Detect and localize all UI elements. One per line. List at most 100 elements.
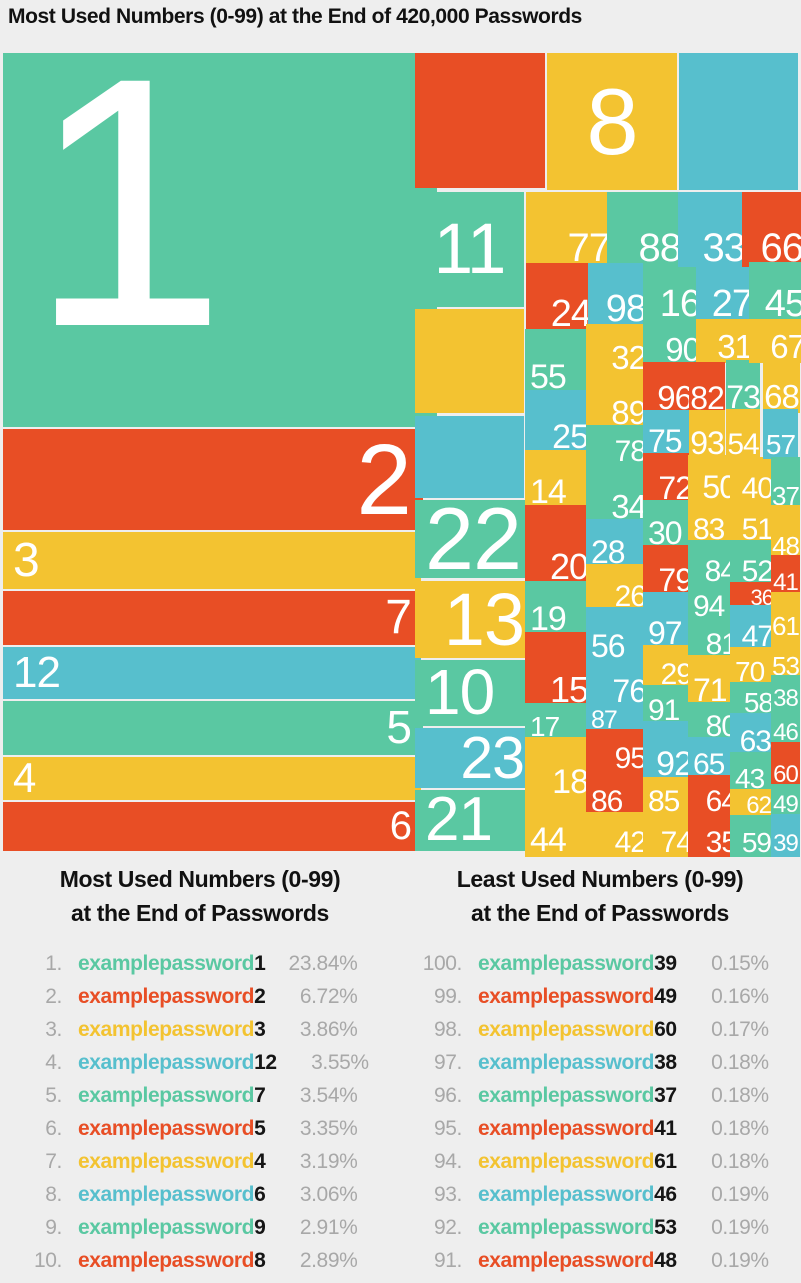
row-percent: 3.86% <box>299 1018 358 1041</box>
list-row: 100. examplepassword39 0.15% <box>400 952 800 985</box>
treemap-cell-label: 88 <box>638 225 682 270</box>
password-number: 39 <box>654 952 677 975</box>
most-used-heading-line1: Most Used Numbers (0-99) <box>59 866 341 892</box>
treemap-cell-label: 14 <box>530 473 567 512</box>
treemap-cell-60: 60 <box>771 742 800 788</box>
list-row: 95. examplepassword41 0.18% <box>400 1117 800 1150</box>
treemap-cell-54: 54 <box>726 409 760 459</box>
most-used-heading-line2: at the End of Passwords <box>71 900 329 926</box>
treemap-cell-label: 19 <box>530 600 567 639</box>
treemap-cell-label: 52 <box>741 554 774 588</box>
treemap-cell-36: 36 <box>730 582 778 609</box>
password-number: 6 <box>254 1183 266 1206</box>
row-rank: 4. <box>45 1051 62 1074</box>
password-prefix: examplepassword <box>478 1249 655 1272</box>
row-rank: 96. <box>434 1084 462 1107</box>
row-rank: 93. <box>434 1183 462 1206</box>
password-number: 48 <box>654 1249 677 1272</box>
treemap-cell-44: 44 <box>525 795 593 857</box>
row-rank: 2. <box>45 985 62 1008</box>
password-prefix: examplepassword <box>78 952 255 975</box>
password-number: 4 <box>254 1150 266 1173</box>
row-password: examplepassword39 <box>462 952 677 976</box>
row-rank: 1. <box>45 952 62 975</box>
treemap-cell-2: 2 <box>3 429 423 530</box>
treemap-cell-5: 5 <box>3 701 423 755</box>
row-rank: 97. <box>434 1051 462 1074</box>
treemap-cell-6: 6 <box>3 802 423 851</box>
treemap-cell-12: 12 <box>3 647 421 699</box>
list-row: 99. examplepassword49 0.16% <box>400 985 800 1018</box>
treemap-cell-label: 10 <box>425 656 495 729</box>
treemap-cell-10: 10 <box>415 660 534 726</box>
row-rank: 100. <box>422 952 463 975</box>
treemap-cell-55: 55 <box>525 329 593 394</box>
least-used-rows: 100. examplepassword39 0.15% 99. examplepass… <box>400 952 800 1282</box>
treemap-cell-56: 56 <box>586 607 651 662</box>
treemap-cell-label: 12 <box>13 647 61 697</box>
list-row: 98. examplepassword60 0.17% <box>400 1018 800 1051</box>
treemap-cell-label: 7 <box>385 591 412 645</box>
treemap-cell-label: 65 <box>693 747 725 781</box>
treemap-cell-label: 59 <box>741 827 772 859</box>
password-number: 1 <box>254 952 266 975</box>
treemap-cell-label: 29 <box>660 657 693 691</box>
treemap-cell-label: 91 <box>648 693 680 727</box>
password-prefix: examplepassword <box>478 952 655 975</box>
treemap-cell-label: 34 <box>611 488 647 526</box>
treemap-cell-82: 82 <box>689 362 725 414</box>
row-percent: 0.19% <box>711 1216 769 1239</box>
treemap-cell-31: 31 <box>696 319 757 363</box>
treemap-cell-42: 42 <box>586 812 651 857</box>
row-password: examplepassword2 <box>62 985 266 1009</box>
treemap-cell-label: 77 <box>567 225 611 270</box>
treemap-cell-89: 89 <box>586 370 651 429</box>
treemap-cell-label: 63 <box>739 724 772 758</box>
treemap-cell-unlabeled <box>415 309 524 413</box>
treemap-cell-label: 76 <box>612 673 647 710</box>
password-prefix: examplepassword <box>78 1249 255 1272</box>
treemap-cell-47: 47 <box>730 605 778 651</box>
treemap-cell-label: 68 <box>764 378 800 416</box>
treemap-cell-label: 98 <box>605 288 647 331</box>
row-password: examplepassword3 <box>62 1018 266 1042</box>
most-used-heading: Most Used Numbers (0-99) at the End of P… <box>0 862 400 930</box>
treemap-cell-90: 90 <box>643 319 705 366</box>
row-rank: 7. <box>45 1150 62 1173</box>
password-number: 41 <box>654 1117 677 1140</box>
treemap-cell-label: 66 <box>760 225 801 270</box>
treemap-cell-38: 38 <box>771 675 800 712</box>
treemap-cell-40: 40 <box>730 457 778 503</box>
treemap-cell-13: 13 <box>415 581 536 658</box>
treemap-cell-label: 24 <box>550 293 592 336</box>
treemap-cell-37: 37 <box>771 457 800 509</box>
treemap-cell-58: 58 <box>730 682 778 717</box>
treemap-cell-label: 73 <box>726 379 761 416</box>
treemap-cell-32: 32 <box>586 324 651 374</box>
treemap-cell-28: 28 <box>586 519 651 568</box>
password-prefix: examplepassword <box>478 985 655 1008</box>
treemap-cell-label: 22 <box>425 488 522 588</box>
row-percent: 0.19% <box>711 1249 769 1272</box>
treemap-cell-label: 38 <box>773 685 799 713</box>
treemap-cell-49: 49 <box>771 784 800 818</box>
row-percent: 3.54% <box>299 1084 358 1107</box>
row-percent: 0.19% <box>711 1183 769 1206</box>
row-password: examplepassword41 <box>462 1117 677 1141</box>
row-password: examplepassword49 <box>462 985 677 1009</box>
treemap-cell-label: 13 <box>443 577 525 661</box>
treemap-cell-label: 42 <box>614 825 647 859</box>
row-rank: 91. <box>434 1249 462 1272</box>
treemap-cell-label: 45 <box>764 283 801 326</box>
row-password: examplepassword53 <box>462 1216 677 1240</box>
row-password: examplepassword9 <box>62 1216 266 1240</box>
row-password: examplepassword4 <box>62 1150 266 1174</box>
treemap-cell-label: 60 <box>773 761 799 789</box>
list-row: 4. examplepassword12 3.55% <box>0 1051 400 1084</box>
treemap-cell-87: 87 <box>586 703 651 733</box>
row-password: examplepassword6 <box>62 1183 266 1207</box>
treemap-cell-label: 62 <box>746 792 772 820</box>
treemap-cell-label: 39 <box>773 830 799 858</box>
treemap-cell-7: 7 <box>3 591 423 645</box>
treemap-cell-label: 4 <box>13 754 36 802</box>
